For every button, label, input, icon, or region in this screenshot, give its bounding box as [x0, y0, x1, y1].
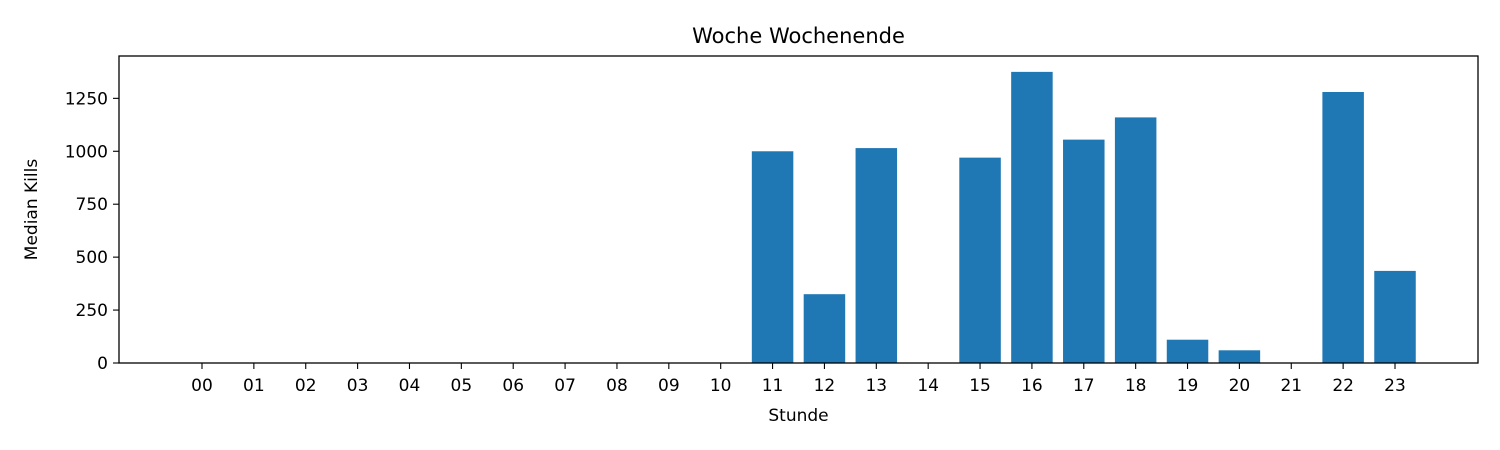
bar-22 [1322, 91, 1364, 364]
y-tick-label: 1000 [65, 142, 108, 162]
bar-11 [751, 151, 794, 363]
x-tick-label: 16 [1021, 376, 1043, 396]
x-tick-label: 14 [917, 376, 939, 396]
x-tick-label: 07 [554, 376, 576, 396]
x-tick-label: 23 [1384, 376, 1406, 396]
x-tick-label: 13 [865, 376, 887, 396]
bar-16 [1011, 71, 1053, 363]
y-tick-label: 500 [76, 248, 108, 268]
bar-12 [803, 294, 846, 363]
x-tick-label: 06 [502, 376, 524, 396]
bar-20 [1218, 350, 1261, 363]
x-tick-label: 01 [243, 376, 265, 396]
y-tick-label: 250 [76, 301, 108, 321]
bars-group [751, 71, 1416, 364]
x-tick-label: 03 [347, 376, 369, 396]
x-tick-label: 18 [1125, 376, 1147, 396]
bar-18 [1114, 117, 1157, 364]
x-tick-label: 00 [191, 376, 213, 396]
y-tick-label: 750 [76, 195, 108, 215]
x-axis-label: Stunde [768, 406, 828, 426]
x-tick-label: 15 [969, 376, 991, 396]
bar-13 [855, 148, 898, 363]
x-tick-label: 02 [295, 376, 317, 396]
y-tick-label: 0 [97, 354, 108, 374]
chart-title: Woche Wochenende [692, 24, 905, 48]
plot-frame [118, 55, 1479, 364]
y-axis-label: Median Kills [22, 159, 42, 261]
x-tick-label: 08 [606, 376, 628, 396]
x-tick-label: 17 [1073, 376, 1095, 396]
x-tick-label: 05 [451, 376, 473, 396]
y-tick-label: 1250 [65, 89, 108, 109]
bar-15 [959, 157, 1001, 363]
x-tick-label: 20 [1229, 376, 1251, 396]
x-tick-label: 21 [1280, 376, 1302, 396]
x-tick-label: 22 [1332, 376, 1354, 396]
x-tick-label: 04 [399, 376, 421, 396]
bar-17 [1063, 139, 1105, 363]
x-tick-label: 19 [1177, 376, 1199, 396]
x-axis-ticks: 00 01 02 03 04 05 06 07 08 09 10 11 12 13 14 15 16 17 18 19… [191, 363, 1406, 396]
x-tick-label: 11 [762, 376, 784, 396]
x-tick-label: 12 [814, 376, 836, 396]
bar-19 [1166, 339, 1209, 363]
x-tick-label: 09 [658, 376, 680, 396]
x-tick-label: 10 [710, 376, 732, 396]
bar-23 [1374, 270, 1416, 363]
y-axis-ticks: 0 250 500 750 1000 1250 [65, 89, 119, 374]
